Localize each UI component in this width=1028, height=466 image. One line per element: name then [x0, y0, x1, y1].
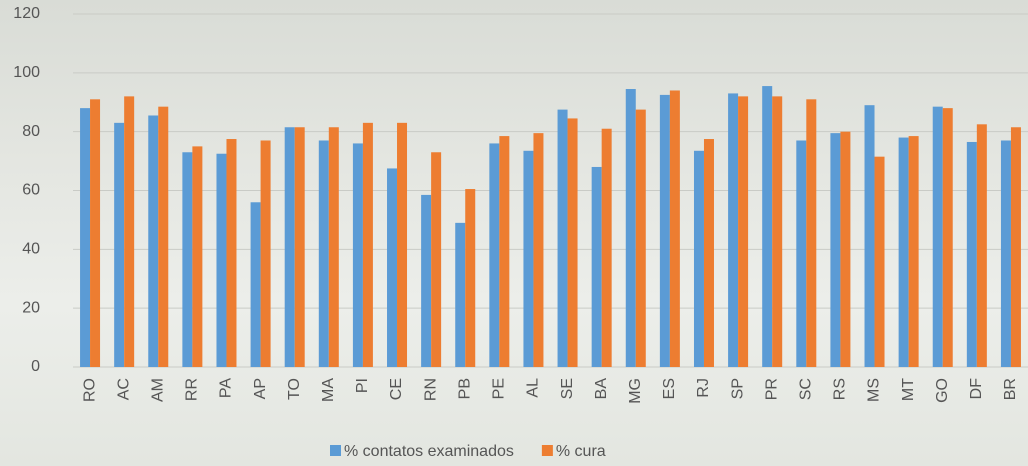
x-tick-label: AL [525, 378, 542, 398]
x-tick-label: MG [627, 378, 644, 404]
bar [865, 105, 875, 367]
x-tick-label: SP [729, 378, 746, 399]
page: 0 20 40 60 80 100 120 RO AC AM RR PA AP TO MA PI CE RN PB P… [0, 0, 1028, 466]
bar [455, 223, 465, 367]
legend-label: % cura [556, 443, 606, 460]
bar [421, 195, 431, 367]
bar [90, 99, 100, 367]
x-tick-label: RR [184, 378, 201, 401]
bar [431, 152, 441, 367]
bar [977, 124, 987, 367]
y-tick-label: 20 [22, 299, 40, 316]
bar [694, 151, 704, 367]
x-tick-label: SE [559, 378, 576, 399]
legend-swatch [542, 445, 553, 456]
x-tick-label: MA [320, 378, 337, 402]
bar [363, 123, 373, 367]
bar [192, 146, 202, 367]
bar [909, 136, 919, 367]
bar [80, 108, 90, 367]
bar [465, 189, 475, 367]
x-tick-label: SC [798, 378, 815, 400]
bar [875, 157, 885, 367]
x-tick-label: PB [456, 378, 473, 399]
x-tick-label: RN [422, 378, 439, 401]
bar [660, 95, 670, 367]
x-tick-label: PR [763, 378, 780, 400]
bar [806, 99, 816, 367]
bar [489, 143, 499, 367]
bar [840, 132, 850, 367]
bar [397, 123, 407, 367]
bar [762, 86, 772, 367]
bar [592, 167, 602, 367]
bar [728, 93, 738, 367]
y-tick-label: 80 [22, 123, 40, 140]
x-tick-label: RO [81, 378, 98, 402]
bar [319, 140, 329, 367]
bar [602, 129, 612, 367]
x-tick-label: GO [934, 378, 951, 403]
y-tick-label: 120 [13, 5, 40, 22]
bar [533, 133, 543, 367]
bar [251, 202, 261, 367]
bar [943, 108, 953, 367]
chart: 0 20 40 60 80 100 120 RO AC AM RR PA AP TO MA PI CE RN PB P… [0, 0, 1028, 466]
bar [1001, 140, 1011, 367]
y-tick-label: 100 [13, 64, 40, 81]
x-tick-label: AM [149, 378, 166, 402]
bar [670, 90, 680, 367]
bar [772, 96, 782, 367]
bar [558, 110, 568, 367]
x-tick-label: TO [286, 378, 303, 400]
bar [1011, 127, 1021, 367]
legend-label: % contatos examinados [344, 443, 514, 460]
x-tick-label: AP [252, 378, 269, 399]
bar [933, 107, 943, 367]
x-tick-label: AC [115, 378, 132, 400]
bar [626, 89, 636, 367]
bar [499, 136, 509, 367]
x-tick-label: RS [832, 378, 849, 400]
x-tick-label: ES [661, 378, 678, 399]
bar [261, 140, 271, 367]
bar [353, 143, 363, 367]
legend: % contatos examinados % cura [330, 443, 606, 460]
bar [226, 139, 236, 367]
x-tick-label: CE [388, 378, 405, 400]
x-tick-label: RJ [695, 378, 712, 398]
bar [967, 142, 977, 367]
x-tick-label: DF [968, 378, 985, 400]
x-tick-label: PE [491, 378, 508, 399]
bar [796, 140, 806, 367]
bar [158, 107, 168, 367]
bar [295, 127, 305, 367]
bar [704, 139, 714, 367]
y-tick-label: 60 [22, 182, 40, 199]
y-tick-label: 0 [31, 358, 40, 375]
bar [636, 110, 646, 367]
x-tick-label: BA [593, 378, 610, 400]
legend-swatch [330, 445, 341, 456]
bar [114, 123, 124, 367]
bar [329, 127, 339, 367]
x-tick-label: MT [900, 378, 917, 401]
bar [387, 168, 397, 367]
bar [899, 138, 909, 367]
bar [568, 118, 578, 367]
x-tick-label: PI [354, 378, 371, 393]
bar [182, 152, 192, 367]
x-tick-label: BR [1002, 378, 1019, 400]
bar [830, 133, 840, 367]
bar [124, 96, 134, 367]
bar [738, 96, 748, 367]
bar [285, 127, 295, 367]
bar [216, 154, 226, 367]
bar [523, 151, 533, 367]
x-tick-label: PA [218, 378, 235, 398]
y-tick-label: 40 [22, 241, 40, 258]
bar [148, 115, 158, 367]
x-tick-label: MS [866, 378, 883, 402]
